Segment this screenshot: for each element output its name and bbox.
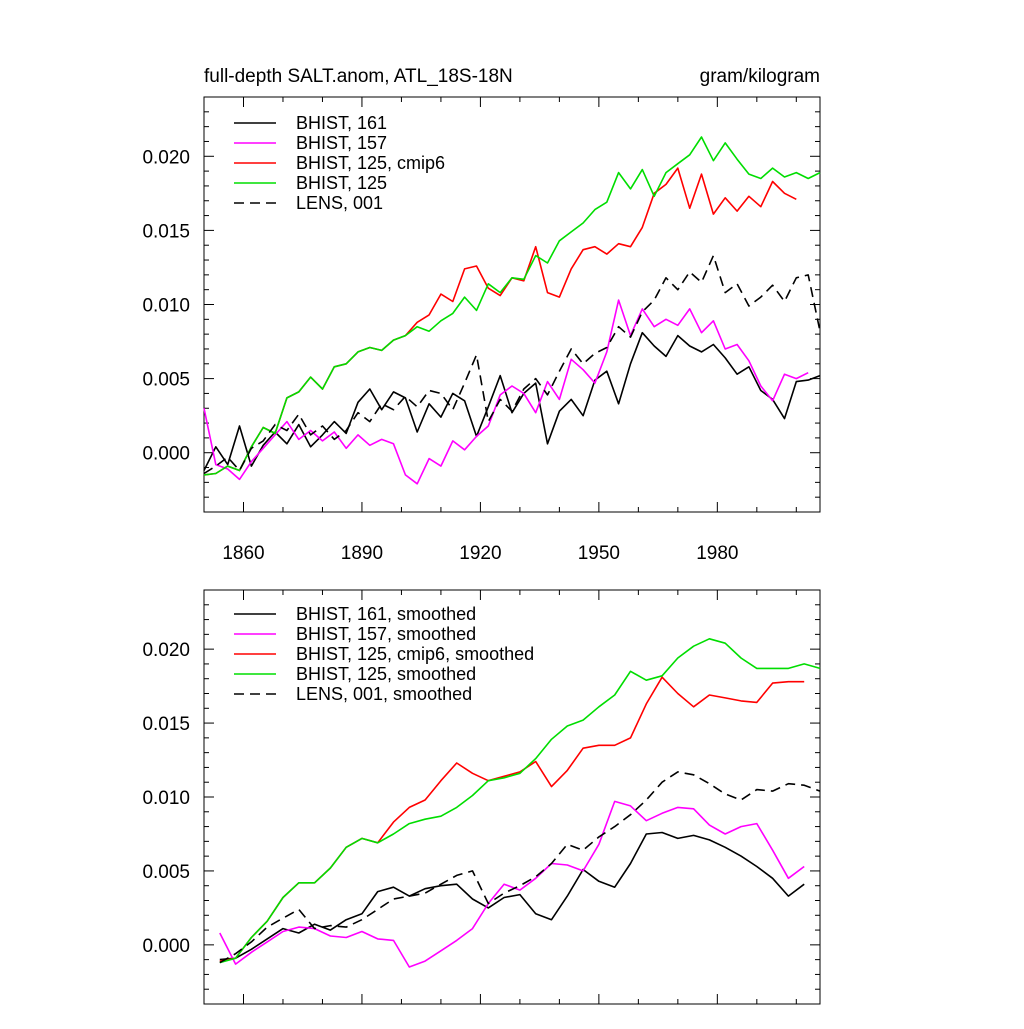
panel-1-legend-label-1: BHIST, 161 [296, 113, 387, 133]
panel-2-legend-label-1: BHIST, 161, smoothed [296, 604, 476, 624]
panel-2-y-tick-label: 0.010 [142, 788, 190, 809]
panel-2-y-tick-label: 0.000 [142, 936, 190, 957]
chart-title-right: gram/kilogram [700, 66, 820, 87]
panel-1-series-line-1 [203, 331, 821, 471]
panel-2-legend-label-4: BHIST, 125, smoothed [296, 664, 476, 684]
panel-1-y-tick-label: 0.010 [142, 296, 190, 317]
panel-1-x-tick-label: 1890 [341, 543, 383, 564]
panel-1-legend-label-4: BHIST, 125 [296, 173, 387, 193]
panel-2-series-line-4 [219, 637, 821, 964]
panel-1-legend-label-5: LENS, 001 [296, 193, 383, 213]
panel-1-series-line-4 [203, 136, 821, 476]
panel-2-series-line-5 [219, 771, 821, 964]
chart-title-left: full-depth SALT.anom, ATL_18S-18N [204, 66, 513, 87]
panel-1-series-line-2 [203, 299, 809, 485]
panel-2-series-line-3 [219, 676, 805, 962]
panel-1-legend-label-3: BHIST, 125, cmip6 [296, 153, 445, 173]
panel-2-y-tick-label: 0.020 [142, 640, 190, 661]
panel-2-legend-label-2: BHIST, 157, smoothed [296, 624, 476, 644]
panel-1-legend-label-2: BHIST, 157 [296, 133, 387, 153]
panel-1-x-tick-label: 1980 [696, 543, 738, 564]
panel-1-series-line-3 [203, 167, 797, 476]
panel-2-y-tick-label: 0.005 [142, 862, 190, 883]
panel-1-y-tick-label: 0.015 [142, 221, 190, 242]
panel-2-legend-label-5: LENS, 001, smoothed [296, 684, 472, 704]
panel-2-legend-label-3: BHIST, 125, cmip6, smoothed [296, 644, 534, 664]
panel-1-x-tick-label: 1920 [459, 543, 501, 564]
panel-1-x-tick-label: 1950 [578, 543, 620, 564]
panel-2-y-tick-label: 0.015 [142, 714, 190, 735]
panel-1-x-tick-label: 1860 [222, 543, 264, 564]
panel-2-series-line-2 [219, 800, 805, 968]
panel-1-y-tick-label: 0.000 [142, 444, 190, 465]
panel-2-series-line-1 [219, 831, 805, 961]
panel-1-series-line-5 [203, 254, 821, 475]
panel-1-y-tick-label: 0.005 [142, 370, 190, 391]
panel-1-y-tick-label: 0.020 [142, 147, 190, 168]
